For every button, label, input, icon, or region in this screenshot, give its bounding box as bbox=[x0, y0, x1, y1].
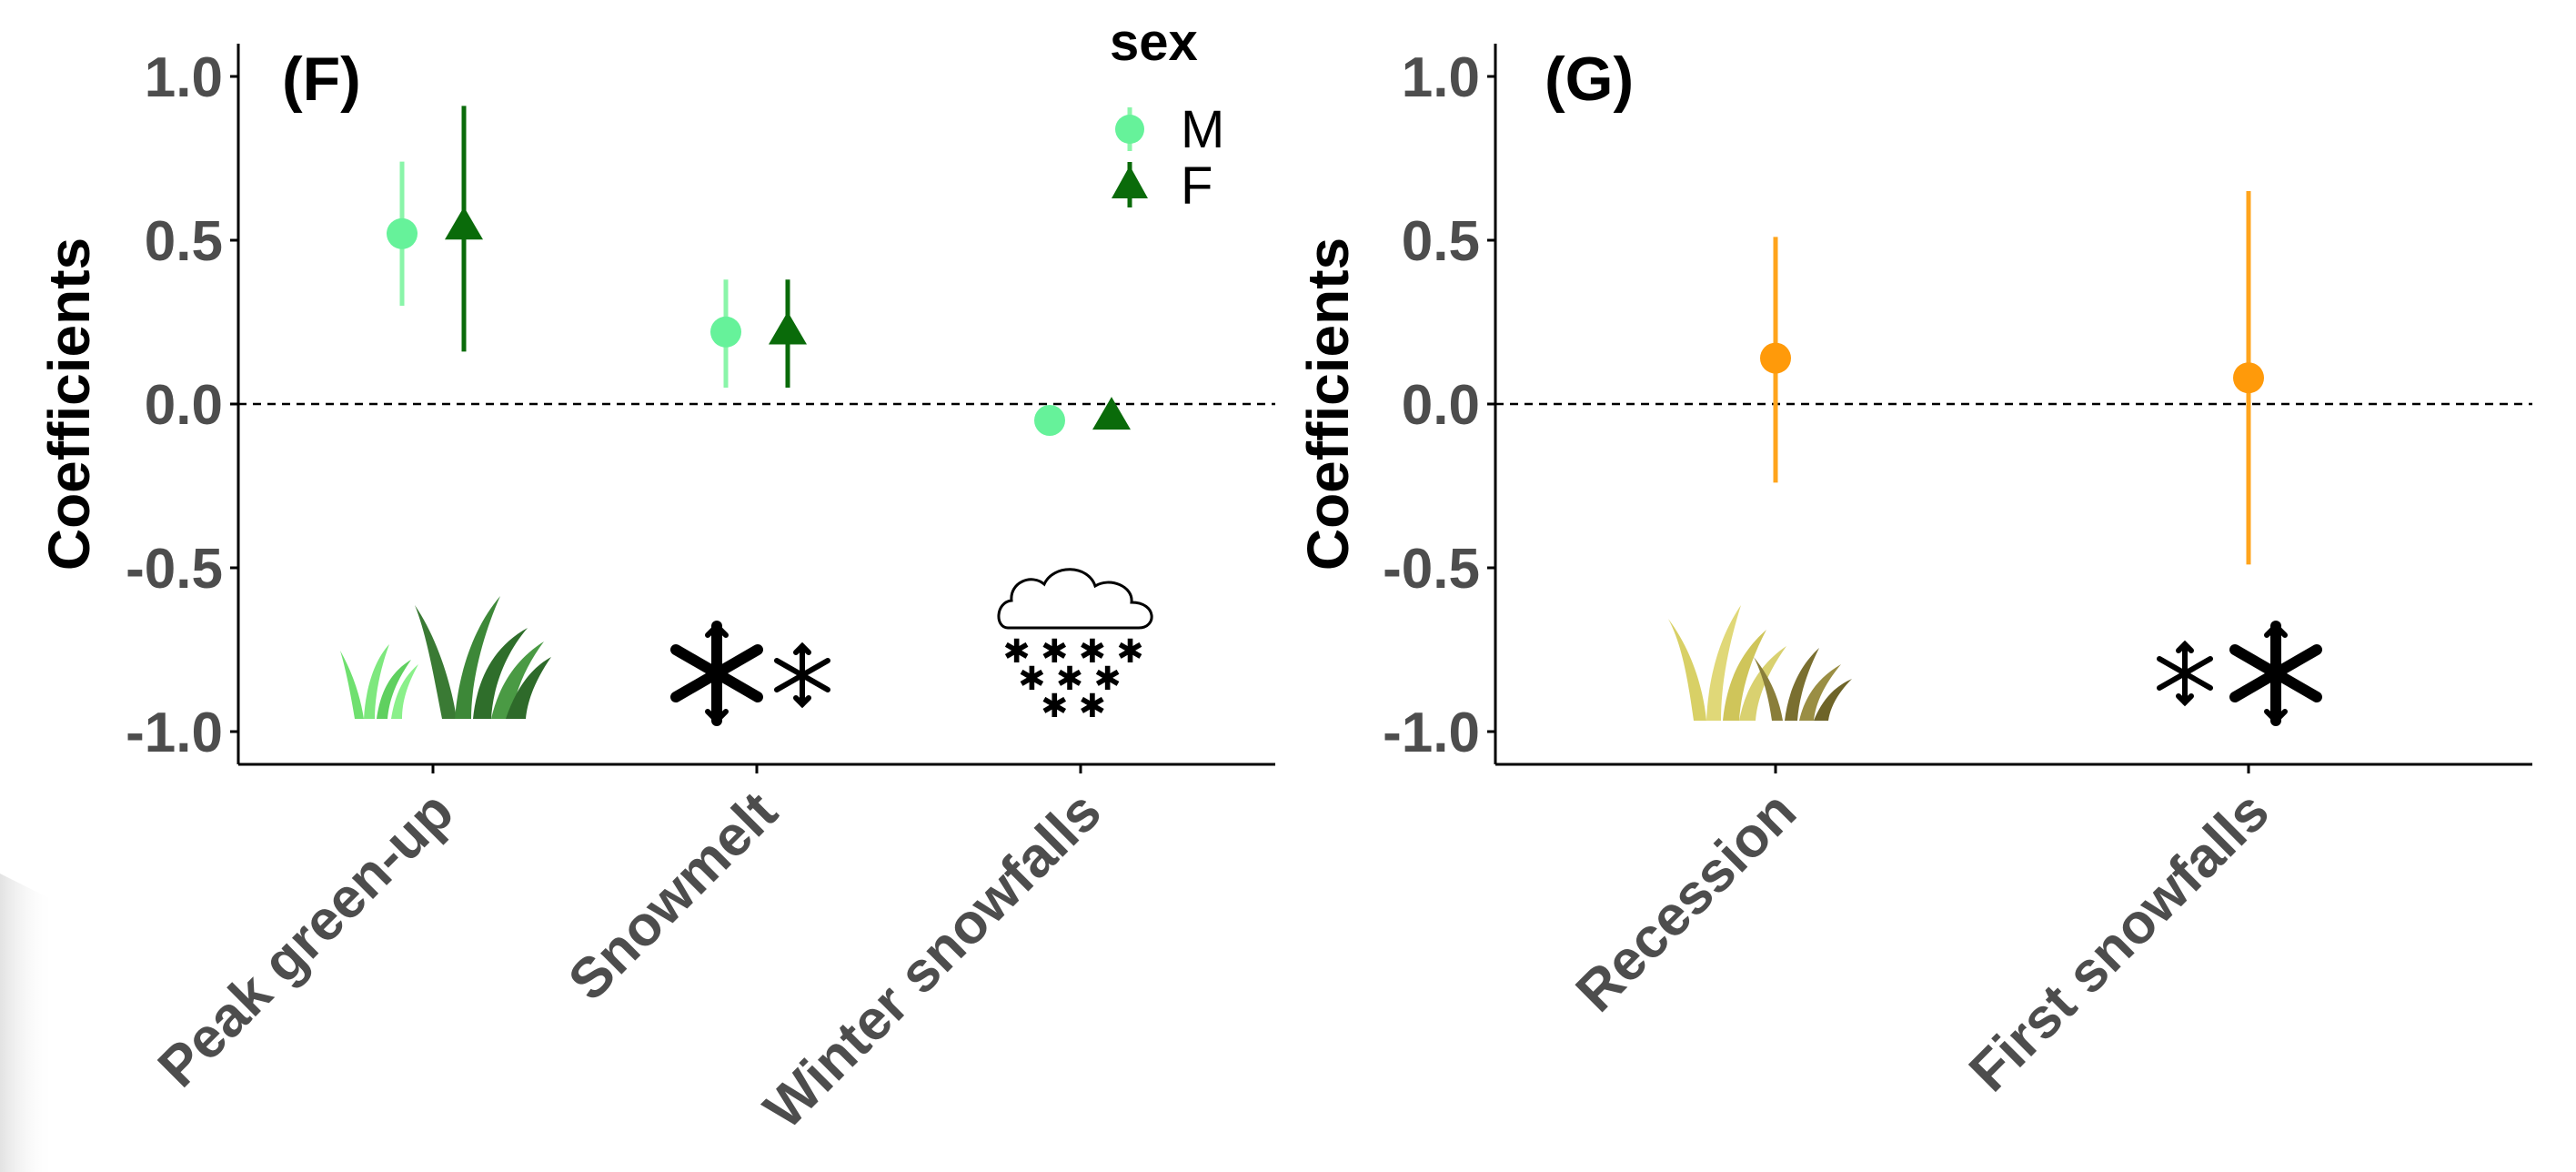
y-tick-label: 1.0 bbox=[145, 46, 223, 109]
svg-text:✱ ✱ ✱ ✱: ✱ ✱ ✱ ✱ bbox=[1003, 633, 1144, 671]
data-point-circle bbox=[1034, 405, 1065, 436]
panel-g: 1.0 0.5 0.0 -0.5 -1.0 Recession First snowfal… bbox=[1295, 44, 2532, 1104]
y-tick-label: -0.5 bbox=[126, 538, 223, 601]
x-tick-label: Snowmelt bbox=[557, 780, 790, 1013]
legend-m-circle-icon bbox=[1115, 115, 1144, 144]
panel-g-y-axis-title: Coefficients bbox=[1295, 237, 1361, 571]
dry-grass-icon bbox=[1668, 605, 1852, 721]
data-point-triangle bbox=[769, 311, 807, 345]
panel-f-points bbox=[387, 106, 1131, 436]
panel-g-y-ticks: 1.0 0.5 0.0 -0.5 -1.0 bbox=[1383, 46, 1495, 764]
svg-text:✱ ✱: ✱ ✱ bbox=[1041, 688, 1106, 725]
panel-f-y-ticks: 1.0 0.5 0.0 -0.5 -1.0 bbox=[126, 46, 238, 764]
panel-g-label: (G) bbox=[1545, 45, 1634, 114]
x-tick-label: First snowfalls bbox=[1957, 780, 2281, 1104]
y-tick-label: 1.0 bbox=[1402, 46, 1480, 109]
y-tick-label: 0.5 bbox=[145, 210, 223, 273]
x-tick-label: Winter snowfalls bbox=[752, 780, 1113, 1141]
data-point-circle bbox=[710, 316, 741, 348]
legend-item-m: M bbox=[1115, 100, 1224, 159]
legend-label-m: M bbox=[1181, 100, 1224, 159]
legend-title: sex bbox=[1110, 13, 1198, 72]
legend: sex M F bbox=[1110, 13, 1224, 216]
data-point-triangle bbox=[445, 207, 483, 240]
panel-f: 1.0 0.5 0.0 -0.5 -1.0 Peak green-up SnowmeltW… bbox=[36, 13, 1275, 1141]
y-tick-label: 0.0 bbox=[1402, 374, 1480, 437]
snowflakes-icon bbox=[670, 621, 830, 726]
snowflakes-icon bbox=[2157, 621, 2322, 726]
legend-label-f: F bbox=[1181, 157, 1213, 216]
x-tick-label: Peak green-up bbox=[146, 780, 466, 1099]
y-tick-label: -1.0 bbox=[1383, 702, 1480, 764]
data-point-circle bbox=[387, 217, 418, 249]
panel-g-x-ticks: Recession First snowfalls bbox=[1565, 764, 2281, 1104]
svg-text:✱ ✱ ✱: ✱ ✱ ✱ bbox=[1018, 661, 1121, 698]
snow-cloud-icon: ✱ ✱ ✱ ✱ ✱ ✱ ✱ ✱ ✱ bbox=[997, 568, 1153, 725]
legend-f-triangle-icon bbox=[1112, 166, 1148, 198]
y-tick-label: 0.0 bbox=[145, 374, 223, 437]
y-tick-label: -1.0 bbox=[126, 702, 223, 764]
legend-item-f: F bbox=[1112, 157, 1213, 216]
panel-f-label: (F) bbox=[282, 45, 361, 114]
grass-icon bbox=[340, 596, 551, 719]
y-tick-label: -0.5 bbox=[1383, 538, 1480, 601]
data-point-triangle bbox=[1092, 397, 1131, 430]
data-point-circle bbox=[2233, 362, 2264, 394]
y-tick-label: 0.5 bbox=[1402, 210, 1480, 273]
watermark-shape bbox=[0, 874, 55, 1172]
panel-f-y-axis-title: Coefficients bbox=[36, 237, 102, 571]
data-point-circle bbox=[1760, 342, 1791, 374]
x-tick-label: Recession bbox=[1565, 780, 1808, 1024]
panel-g-points bbox=[1760, 191, 2264, 565]
